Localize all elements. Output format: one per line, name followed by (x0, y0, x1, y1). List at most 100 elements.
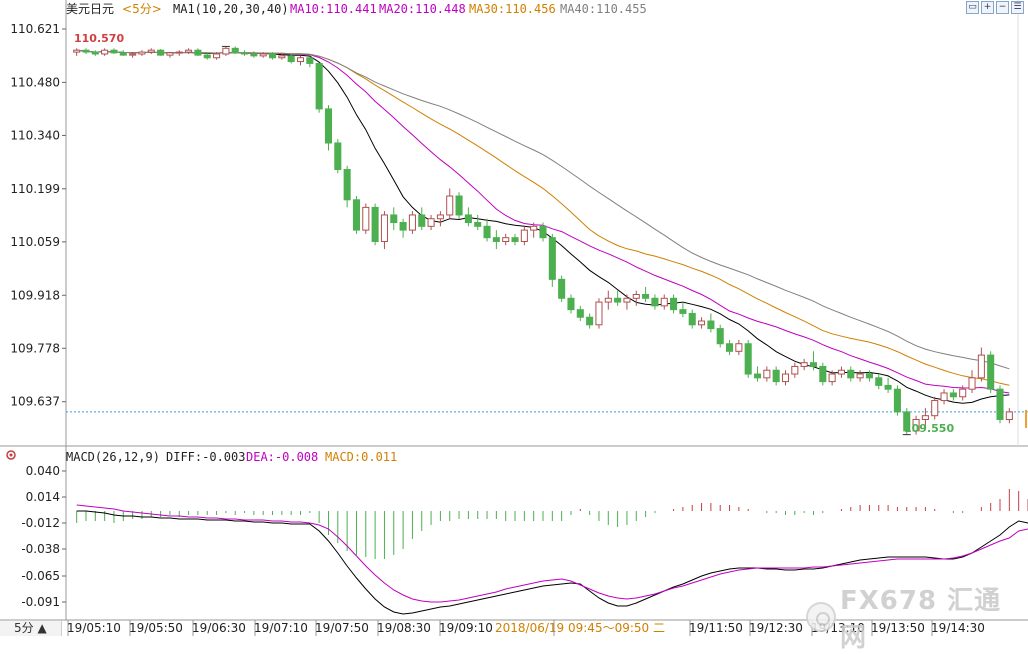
candle-up (138, 51, 146, 55)
x-tick-label: 19/12:30 (749, 621, 803, 635)
candle-down (287, 55, 295, 63)
candle-down (819, 365, 827, 383)
candle-down (324, 108, 333, 144)
candlestick-series[interactable] (73, 45, 1013, 436)
candle-up (632, 293, 640, 299)
macd-settings-icon[interactable] (6, 450, 16, 460)
ma40-label: MA40:110.455 (560, 2, 647, 16)
restore-icon[interactable]: ▭ (966, 1, 979, 14)
price-tick-label: 110.199 (10, 182, 60, 196)
candle-down (651, 297, 659, 307)
x-tick-label: 19/05:50 (129, 621, 183, 635)
candle-up (520, 229, 528, 242)
price-tick-label: 109.778 (10, 341, 60, 355)
candle-down (268, 53, 277, 59)
macd-histogram (76, 489, 1028, 559)
symbol-title: 美元日元 (66, 2, 114, 16)
candle-down (334, 142, 342, 171)
price-tick-label: 110.621 (10, 22, 60, 36)
candle-up (921, 415, 929, 420)
diff-label: DIFF:-0.003 (166, 450, 245, 464)
y-axis-ticks: 110.621 110.480 110.340 110.199 110.059 109.9… (10, 22, 66, 609)
macd-lines (76, 504, 1028, 615)
chart-background (0, 0, 1028, 636)
x-tick-label: 19/08:30 (377, 621, 431, 635)
period-label: <5分> (122, 2, 162, 16)
watermark-text: FX678 汇通网 (839, 586, 1002, 653)
candle-down (82, 49, 90, 53)
zoom-out-icon[interactable]: − (996, 1, 1009, 14)
candle-up (604, 297, 612, 303)
candle-down (464, 214, 472, 224)
candle-down (726, 343, 734, 352)
chart-labels: 美元日元 <5分> MA1(10,20,30,40) MA10:110.441 … (66, 2, 954, 464)
candle-down (203, 54, 211, 59)
x-tick-label: 19/07:10 (254, 621, 308, 635)
candle-down (119, 52, 127, 56)
candle-down (614, 297, 622, 303)
low-price-label: 109.550 (904, 422, 954, 435)
candle-down (753, 373, 762, 379)
candle-up (968, 377, 976, 390)
ma-indicator-label[interactable]: MA1(10,20,30,40) (173, 2, 289, 16)
candle-down (315, 62, 323, 110)
candle-down (772, 369, 780, 383)
candle-up (362, 206, 370, 231)
price-tick-label: 110.059 (10, 235, 60, 249)
macd-tick-label: -0.038 (21, 542, 60, 556)
candle-down (194, 49, 202, 56)
candle-down (949, 392, 957, 398)
candle-down (586, 316, 594, 326)
x-tick-label: 19/11:50 (689, 621, 743, 635)
candle-down (548, 237, 556, 280)
candle-up (837, 369, 845, 375)
candle-down (231, 47, 239, 54)
x-tick-label: 19/07:50 (315, 621, 369, 635)
candle-down (809, 362, 818, 367)
candle-up (259, 53, 267, 57)
candle-down (865, 373, 873, 379)
candle-up (735, 343, 743, 352)
candle-down (576, 309, 584, 318)
candle-up (296, 57, 305, 63)
macd-value-label: MACD:0.011 (325, 450, 397, 464)
zoom-in-icon[interactable]: + (981, 1, 994, 14)
candle-down (371, 206, 379, 242)
candle-up (791, 365, 799, 375)
price-tick-label: 110.340 (10, 128, 60, 142)
candle-down (688, 312, 696, 326)
macd-tick-label: 0.040 (26, 464, 60, 478)
candle-down (474, 222, 482, 227)
macd-indicator-label[interactable]: MACD(26,12,9) (66, 450, 160, 464)
candle-up (175, 51, 183, 54)
watermark-logo: FX678 汇通网 (806, 580, 1028, 654)
candle-down (707, 320, 715, 330)
macd-tick-label: 0.014 (26, 490, 60, 504)
price-tick-label: 109.637 (10, 395, 60, 409)
candle-up (698, 320, 706, 326)
candle-down (511, 237, 519, 242)
candle-up (856, 373, 864, 379)
settings-icon[interactable]: ☰ (1011, 1, 1024, 14)
candle-down (567, 297, 575, 311)
candle-up (977, 354, 985, 379)
candle-up (912, 418, 920, 432)
candle-up (502, 237, 510, 242)
candle-down (875, 377, 883, 386)
candle-down (884, 384, 892, 390)
candle-down (847, 369, 855, 379)
candle-up (222, 47, 230, 55)
candle-up (623, 297, 631, 303)
x-tick-label: 19/14:30 (931, 621, 985, 635)
candle-up (800, 362, 808, 367)
candle-down (642, 293, 650, 299)
candle-down (558, 278, 566, 299)
candle-up (436, 214, 444, 220)
period-selector[interactable]: 5分 ▲ (0, 620, 62, 636)
candle-down (250, 53, 258, 57)
candle-down (110, 49, 118, 54)
candle-down (343, 169, 351, 201)
candle-up (940, 392, 948, 402)
diff-line (76, 510, 1028, 615)
candle-up (660, 297, 668, 307)
